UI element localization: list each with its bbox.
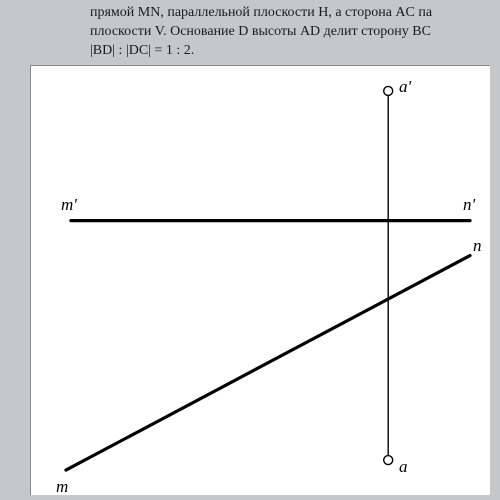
label-a: a	[399, 457, 408, 477]
problem-line: |BD| : |DC| = 1 : 2.	[90, 42, 500, 61]
point-a	[384, 456, 393, 465]
point-a_prime	[384, 86, 393, 95]
label-m: m	[56, 477, 68, 497]
label-n_prime: n'	[463, 195, 475, 215]
geometry-diagram: a' a m' n' m n	[30, 65, 490, 495]
problem-text: прямой MN, параллельной плоскости H, а с…	[0, 0, 500, 69]
line-m-n	[66, 256, 470, 471]
label-n: n	[473, 236, 482, 256]
diagram-svg	[31, 66, 490, 495]
label-m_prime: m'	[61, 195, 77, 215]
label-a_prime: a'	[399, 77, 411, 97]
problem-line: плоскости V. Основание D высоты AD делит…	[90, 23, 500, 42]
problem-line: прямой MN, параллельной плоскости H, а с…	[90, 4, 500, 23]
